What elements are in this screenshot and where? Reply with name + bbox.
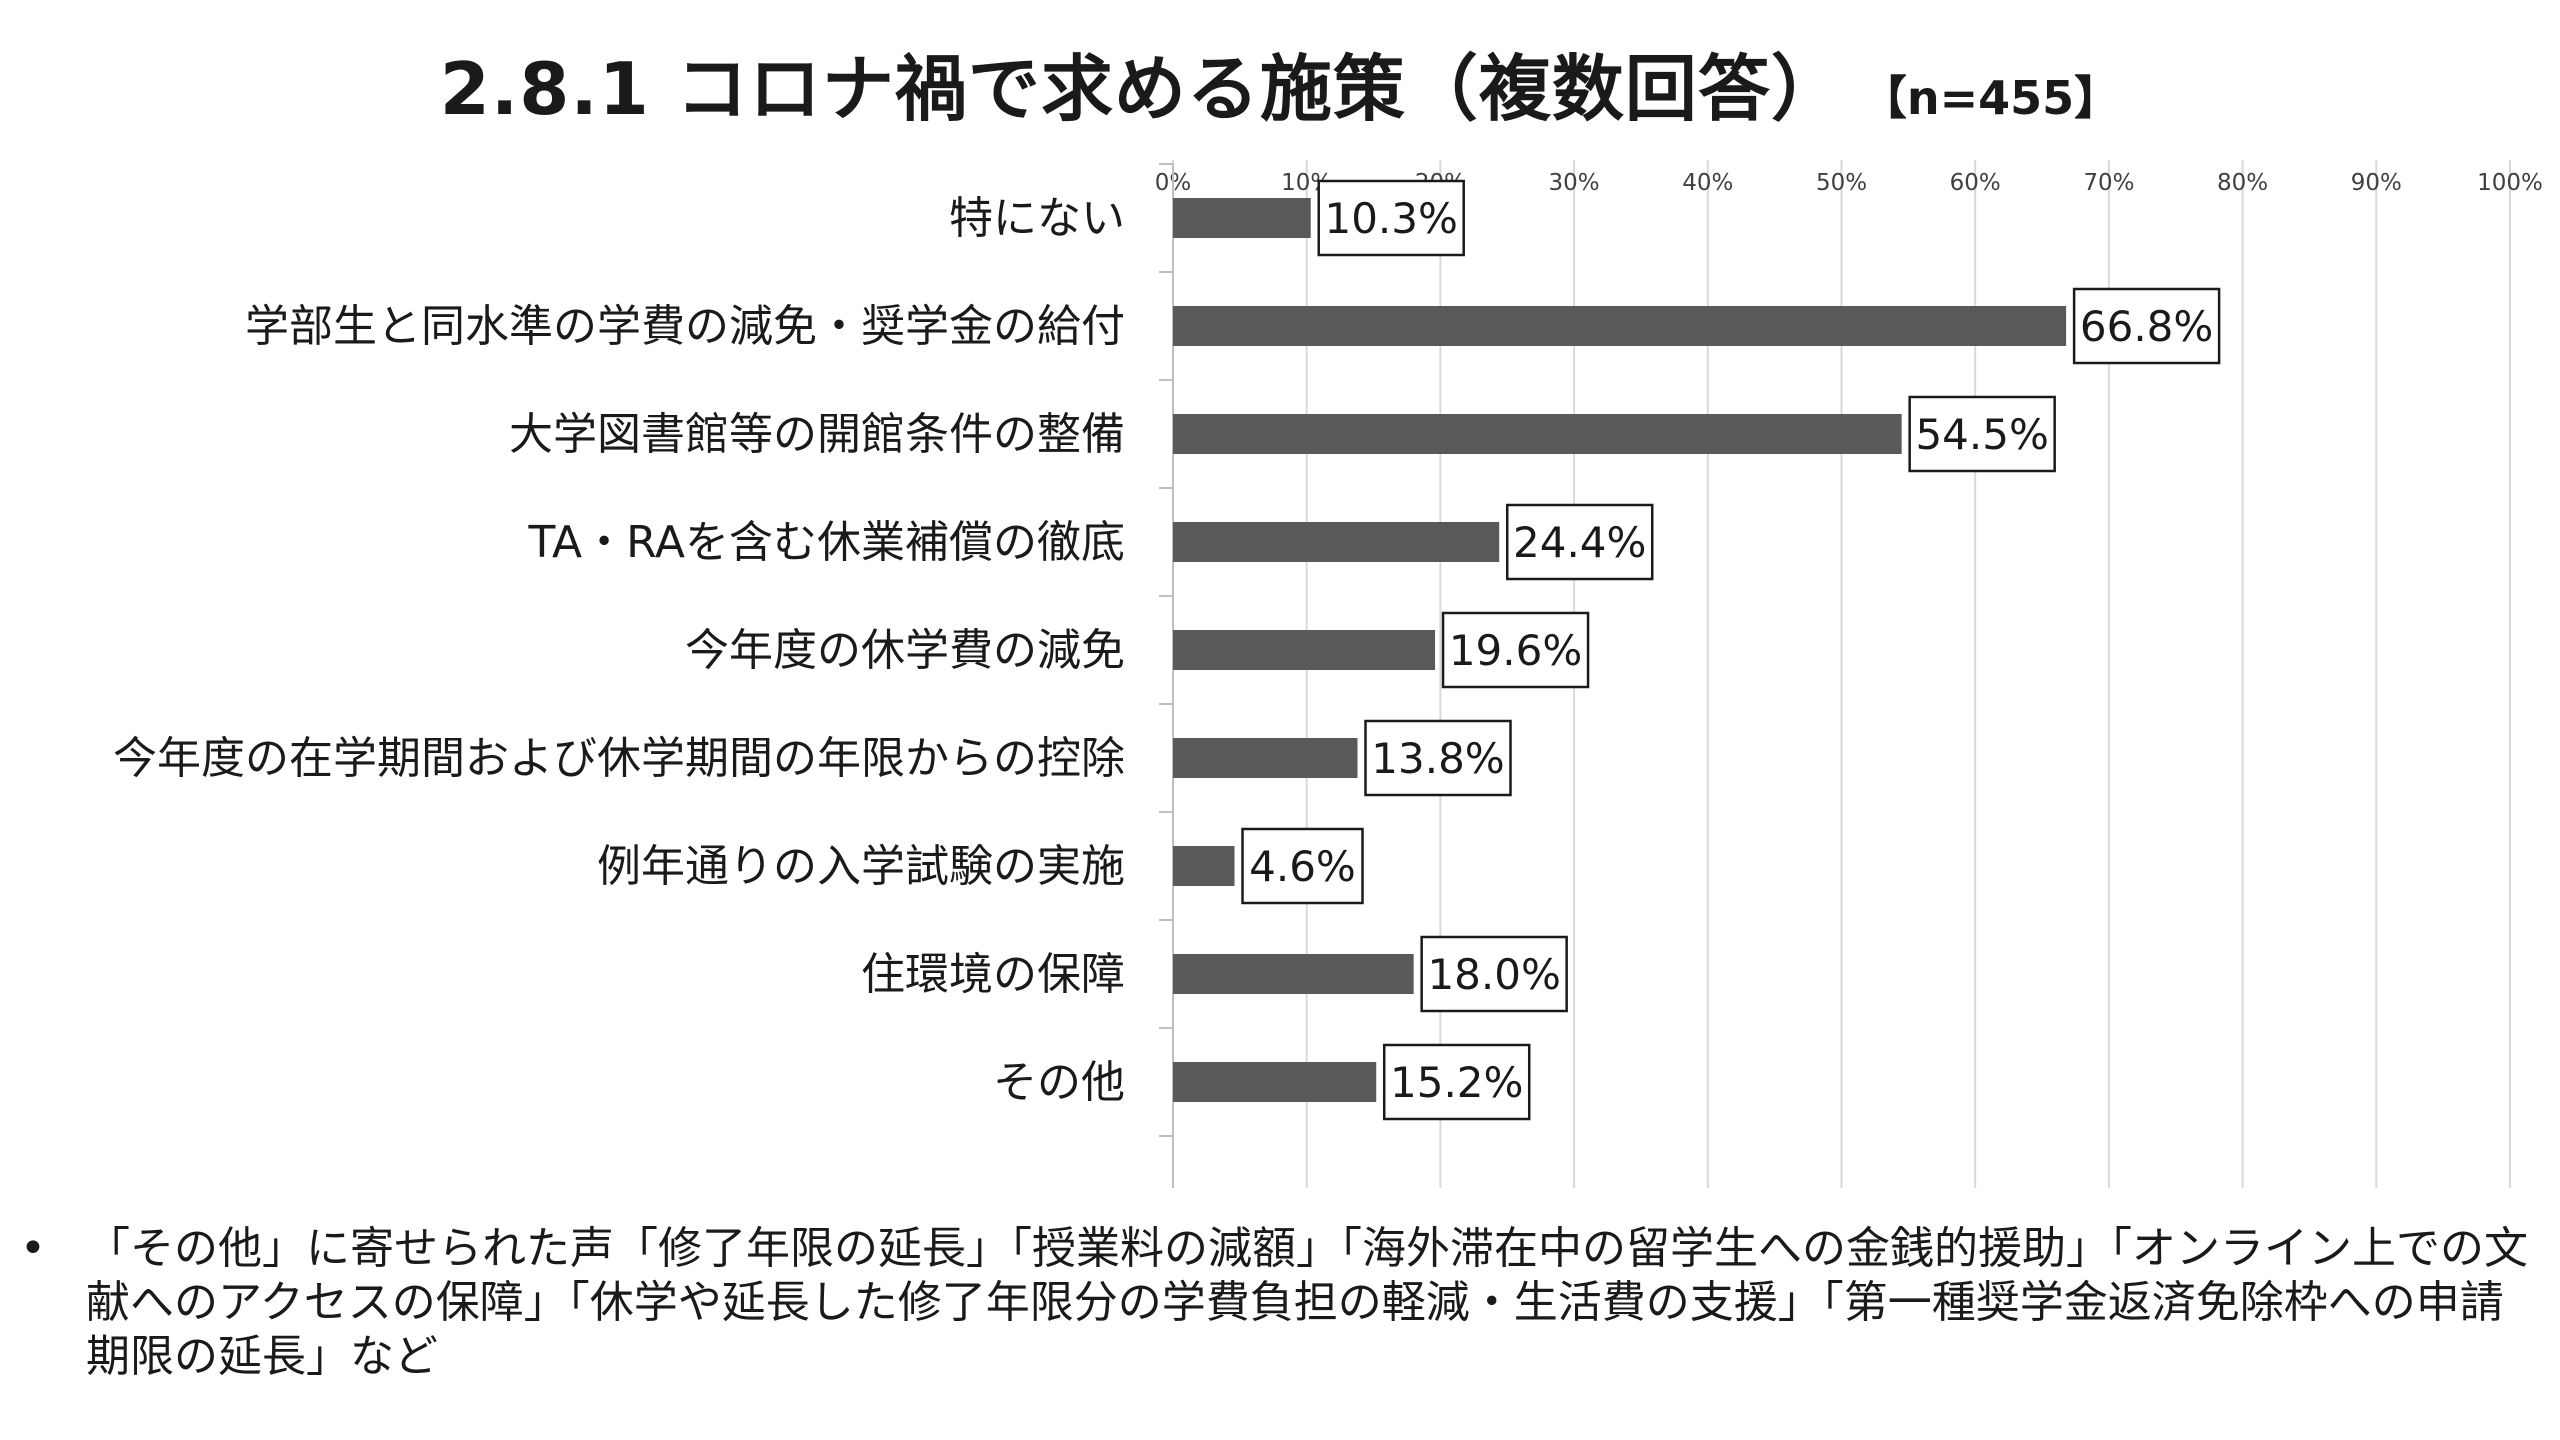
x-tick-label: 80% <box>2217 170 2268 196</box>
data-label: 10.3% <box>1324 194 1457 243</box>
data-label-box <box>1241 827 1364 905</box>
chart-title: 2.8.1 コロナ禍で求める施策（複数回答） <box>439 47 1844 131</box>
category-label: 学部生と同水準の学費の減免・奨学金の給付 <box>245 301 1125 352</box>
data-label: 15.2% <box>1390 1058 1523 1107</box>
category-label: 今年度の在学期間および休学期間の年限からの控除 <box>113 733 1125 784</box>
bar <box>1173 630 1436 670</box>
note: • 「その他」に寄せられた声「修了年限の延長」「授業料の減額」「海外滞在中の留学… <box>20 1222 2530 1384</box>
x-tick-label: 50% <box>1816 170 1867 196</box>
data-label: 4.6% <box>1249 842 1356 891</box>
title-row: 2.8.1 コロナ禍で求める施策（複数回答） 【n=455】 <box>0 30 2560 135</box>
note-text: 「その他」に寄せられた声「修了年限の延長」「授業料の減額」「海外滞在中の留学生へ… <box>86 1223 2528 1382</box>
x-tick-label: 40% <box>1682 170 1733 196</box>
x-tick-label: 70% <box>2083 170 2134 196</box>
data-label-box <box>2072 287 2221 365</box>
x-tick-label: 60% <box>1950 170 2001 196</box>
category-label: 特にない <box>949 193 1125 244</box>
data-label: 66.8% <box>2080 302 2213 351</box>
x-tick-label: 100% <box>2477 170 2543 196</box>
bar <box>1173 306 2067 346</box>
data-label-box <box>1317 179 1465 257</box>
data-label: 24.4% <box>1513 518 1646 567</box>
x-tick-label: 30% <box>1549 170 1600 196</box>
note-bullet: • <box>20 1223 46 1274</box>
y-axis <box>1159 163 1174 1188</box>
category-label: TA・RAを含む休業補償の徹底 <box>528 517 1125 568</box>
data-label-box <box>1441 611 1590 689</box>
data-label: 13.8% <box>1371 734 1504 783</box>
data-label-box <box>1382 1043 1531 1121</box>
category-label: 住環境の保障 <box>861 949 1125 1000</box>
bar <box>1173 522 1500 562</box>
bar <box>1173 414 1902 454</box>
bar-chart: 0%10%20%30%40%50%60%70%80%90%100% 10.3%6… <box>113 160 2543 1188</box>
bar <box>1173 738 1358 778</box>
data-label: 54.5% <box>1915 410 2048 459</box>
x-tick-label: 90% <box>2351 170 2402 196</box>
data-label-box <box>1505 503 1654 581</box>
category-label: その他 <box>993 1057 1125 1108</box>
category-label: 例年通りの入学試験の実施 <box>597 841 1125 892</box>
data-label-box <box>1364 719 1512 797</box>
category-label: 今年度の休学費の減免 <box>685 625 1125 676</box>
data-label-box <box>1908 395 2056 473</box>
bar <box>1173 954 1414 994</box>
sample-size: 【n=455】 <box>1883 71 2121 125</box>
bar <box>1173 198 1311 238</box>
data-label: 19.6% <box>1449 626 1582 675</box>
bar <box>1173 1062 1377 1102</box>
data-labels: 10.3% 66.8% 54.5% 24.4% 19.6% 13.8% 4.6% 18.0% 1… <box>1241 179 2221 1121</box>
category-label: 大学図書館等の開館条件の整備 <box>509 409 1125 460</box>
bar <box>1173 846 1235 886</box>
data-label-box <box>1420 935 1568 1013</box>
bars <box>1173 198 2067 1102</box>
data-label: 18.0% <box>1427 950 1560 999</box>
